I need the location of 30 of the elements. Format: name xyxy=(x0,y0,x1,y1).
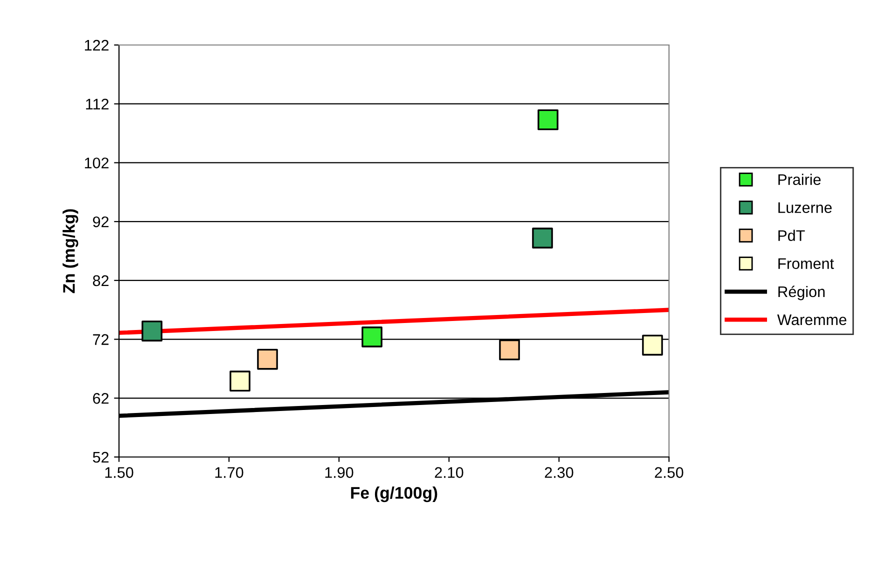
y-tick-label: 52 xyxy=(92,452,109,463)
point xyxy=(538,109,558,130)
y-tick-label: 62 xyxy=(93,393,109,404)
point xyxy=(230,370,250,392)
x-tick-label: 1.90 xyxy=(325,467,354,478)
x-tick-label: 1.70 xyxy=(215,467,244,478)
point xyxy=(499,339,520,360)
x-tick-label: 2.10 xyxy=(434,467,464,478)
y-tick-label: 82 xyxy=(92,275,109,286)
point xyxy=(362,326,382,348)
legend-label: Luzerne xyxy=(778,202,832,214)
legend-label: Prairie xyxy=(778,174,821,186)
x-axis-title: Fe (g/100g) xyxy=(351,486,438,502)
x-tick-label: 1.50 xyxy=(105,467,134,478)
point xyxy=(257,348,278,370)
legend-label: PdT xyxy=(778,230,805,242)
x-tick-label: 2.50 xyxy=(654,467,684,478)
legend-label: Région xyxy=(778,286,825,300)
y-axis-title: Zn (mg/kg) xyxy=(62,209,78,294)
point xyxy=(642,334,663,356)
point xyxy=(532,228,553,248)
point xyxy=(142,320,162,342)
legend-label: Waremme xyxy=(777,314,846,326)
y-tick-label: 102 xyxy=(84,158,109,168)
y-tick-label: 122 xyxy=(84,40,109,51)
y-tick-label: 72 xyxy=(93,334,109,345)
y-tick-label: 92 xyxy=(93,216,109,228)
x-tick-label: 2.30 xyxy=(544,467,574,478)
legend-label: Froment xyxy=(778,258,834,270)
y-tick-label: 112 xyxy=(86,98,109,110)
